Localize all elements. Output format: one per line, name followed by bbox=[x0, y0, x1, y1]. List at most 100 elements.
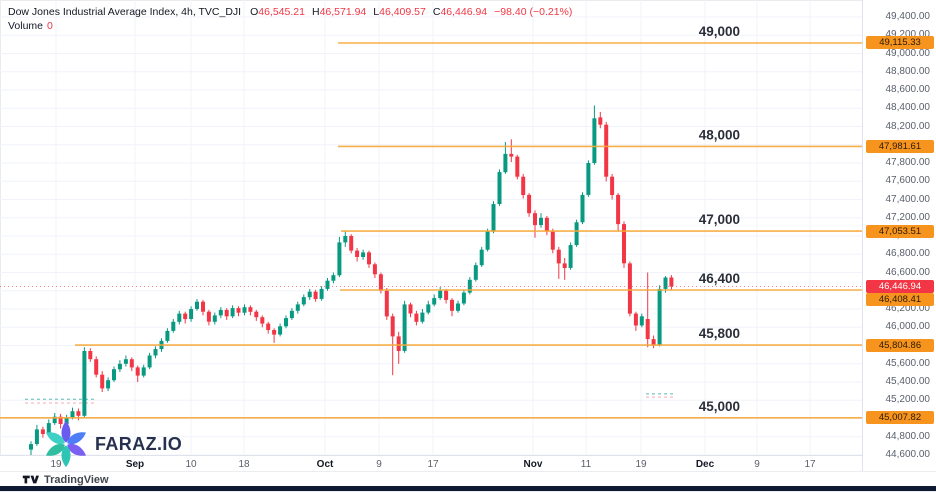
tradingview-link[interactable]: TradingView bbox=[22, 474, 109, 486]
candle bbox=[248, 305, 253, 316]
candle bbox=[153, 346, 158, 359]
candle bbox=[343, 230, 348, 247]
candle bbox=[669, 275, 674, 290]
candle bbox=[112, 366, 116, 382]
candle bbox=[533, 210, 537, 238]
x-axis-label: 17 bbox=[804, 459, 816, 470]
level-caption: 45,800 bbox=[699, 326, 740, 341]
faraz-io-watermark: FARAZ.IO bbox=[42, 420, 182, 468]
candle bbox=[266, 321, 271, 334]
candle bbox=[485, 228, 490, 252]
y-axis-label: 47,400.00 bbox=[885, 193, 931, 205]
x-axis-label: Dec bbox=[695, 459, 715, 470]
candle bbox=[461, 289, 466, 306]
y-axis-label: 47,200.00 bbox=[885, 211, 931, 223]
candle bbox=[544, 215, 549, 236]
candle bbox=[396, 331, 401, 364]
volume-label[interactable]: Volume bbox=[8, 20, 44, 32]
candle bbox=[402, 300, 407, 353]
candle bbox=[94, 356, 99, 378]
candle bbox=[58, 413, 63, 429]
candle bbox=[408, 302, 413, 318]
chart-canvas[interactable]: 49,000 48,000 47,000 46,400 45,800 45,000 bbox=[0, 0, 862, 455]
candle bbox=[645, 272, 650, 348]
y-axis-label: 47,600.00 bbox=[885, 175, 931, 187]
level-caption: 46,400 bbox=[699, 271, 740, 286]
candle bbox=[473, 262, 478, 282]
candle bbox=[586, 160, 591, 197]
x-axis-label: Sep bbox=[125, 459, 145, 470]
time-axis[interactable]: 19 Sep 10 18 Oct 9 17 Nov 11 19 Dec 9 17 bbox=[0, 455, 862, 472]
open-label: O bbox=[250, 6, 259, 18]
candle bbox=[135, 365, 140, 382]
candle bbox=[497, 169, 502, 206]
candle bbox=[129, 357, 134, 372]
candle bbox=[224, 308, 229, 320]
level-price-badge: 46,408.41 bbox=[866, 292, 934, 306]
level-price-badge: 45,007.82 bbox=[866, 411, 934, 425]
price-axis[interactable]: 49,400.00 49,200.00 49,000.00 48,800.00 48,6… bbox=[862, 0, 936, 471]
x-axis-label: 9 bbox=[376, 459, 382, 470]
y-axis-label: 45,400.00 bbox=[885, 376, 931, 387]
y-axis-label: 46,200.00 bbox=[885, 303, 931, 314]
candle bbox=[633, 311, 638, 331]
high-value: 46,571.94 bbox=[319, 6, 367, 18]
candle bbox=[639, 313, 644, 328]
candle bbox=[627, 261, 632, 317]
x-axis-label: Oct bbox=[316, 459, 334, 470]
candle bbox=[230, 305, 235, 319]
candle bbox=[384, 288, 389, 320]
candle bbox=[503, 142, 508, 174]
chart-legend: Dow Jones Industrial Average Index, 4h, … bbox=[8, 6, 572, 33]
candle bbox=[147, 352, 152, 370]
candle bbox=[568, 242, 573, 270]
y-axis-label: 47,800.00 bbox=[885, 157, 931, 168]
y-axis-label: 49,000.00 bbox=[885, 47, 931, 59]
y-axis-label: 46,600.00 bbox=[885, 266, 931, 278]
y-axis-label: 49,200.00 bbox=[885, 29, 931, 41]
candle bbox=[141, 364, 146, 378]
candle bbox=[52, 413, 57, 425]
candle bbox=[479, 246, 484, 267]
level-price-badge: 49,115.33 bbox=[866, 36, 934, 50]
candle bbox=[491, 201, 496, 234]
candle bbox=[515, 154, 520, 180]
x-axis-label: 17 bbox=[427, 459, 439, 470]
candle bbox=[361, 249, 366, 260]
candle bbox=[657, 285, 662, 347]
candle bbox=[438, 287, 443, 300]
candle bbox=[372, 262, 377, 278]
candle bbox=[604, 121, 609, 182]
y-axis-label: 45,600.00 bbox=[885, 357, 931, 369]
x-axis-label: Nov bbox=[523, 459, 543, 470]
candle bbox=[456, 300, 460, 313]
low-label: L bbox=[373, 6, 380, 18]
candle bbox=[82, 347, 87, 418]
candle bbox=[177, 310, 182, 325]
current-price-badge: 46,446.94 bbox=[866, 279, 934, 293]
bottom-navy-bar bbox=[0, 486, 936, 491]
candle bbox=[301, 294, 306, 307]
candle bbox=[574, 219, 579, 247]
change-value: −98.40 (−0.21%) bbox=[494, 6, 573, 18]
y-axis-label: 45,200.00 bbox=[885, 394, 931, 406]
candle bbox=[117, 360, 122, 372]
y-axis-label: 48,800.00 bbox=[885, 65, 931, 77]
attribution-bar: TradingView bbox=[0, 471, 936, 487]
candle bbox=[195, 299, 199, 311]
symbol-title[interactable]: Dow Jones Industrial Average Index, 4h, … bbox=[8, 6, 242, 18]
tradingview-logo-icon bbox=[22, 475, 39, 484]
x-axis-label: 19 bbox=[50, 459, 62, 470]
candle bbox=[100, 371, 105, 392]
y-axis-label: 48,400.00 bbox=[885, 102, 931, 114]
candle bbox=[616, 193, 621, 232]
close-value: 46,446.94 bbox=[440, 6, 488, 18]
close-label: C bbox=[432, 6, 441, 18]
candle bbox=[212, 312, 217, 325]
y-axis-label: 49,400.00 bbox=[885, 11, 931, 22]
candle bbox=[272, 328, 277, 343]
candle bbox=[206, 309, 211, 326]
candle bbox=[284, 315, 288, 329]
candlestick-chart[interactable]: 49,000 48,000 47,000 46,400 45,800 45,000 Dow… bbox=[0, 0, 862, 468]
